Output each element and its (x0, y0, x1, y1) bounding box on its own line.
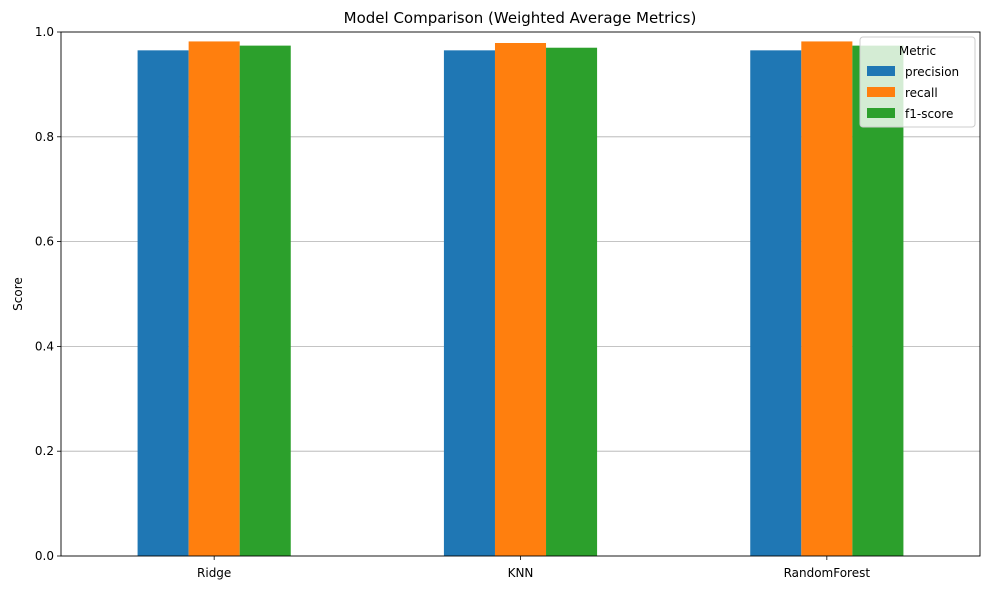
bar-precision-ridge (137, 50, 189, 557)
bar-f1-score-randomforest (852, 45, 904, 557)
legend-label-recall: recall (905, 86, 938, 100)
bar-recall-knn (494, 43, 547, 556)
y-tick-label: 0.2 (35, 444, 54, 458)
ticks: 0.0 0.2 0.4 0.6 0.8 1.0 Ridge KNN RandomForest (35, 25, 870, 580)
bar-recall-randomforest (801, 41, 853, 556)
bar-recall-ridge (188, 41, 240, 556)
legend-label-precision: precision (905, 65, 959, 79)
y-tick-label: 1.0 (35, 25, 54, 39)
legend-swatch-precision (867, 66, 895, 76)
bar-f1-score-ridge (239, 45, 291, 557)
bar-precision-randomforest (750, 50, 802, 557)
legend: Metric precision recall f1-score (859, 36, 976, 128)
y-tick-label: 0.0 (35, 549, 54, 563)
legend-label-f1-score: f1-score (905, 107, 953, 121)
y-tick-label: 0.4 (35, 339, 54, 353)
x-tick-label: RandomForest (784, 566, 871, 580)
y-axis-label: Score (11, 277, 25, 311)
y-tick-label: 0.6 (35, 235, 54, 249)
bars (137, 41, 904, 557)
x-tick-label: KNN (508, 566, 534, 580)
legend-swatch-f1-score (867, 108, 895, 118)
chart-title: Model Comparison (Weighted Average Metri… (344, 9, 697, 27)
legend-title: Metric (899, 44, 936, 58)
y-tick-label: 0.8 (35, 130, 54, 144)
legend-box (859, 36, 976, 128)
bar-precision-knn (443, 50, 495, 557)
bar-f1-score-knn (546, 47, 598, 556)
legend-swatch-recall (867, 87, 895, 97)
x-tick-label: Ridge (197, 566, 231, 580)
